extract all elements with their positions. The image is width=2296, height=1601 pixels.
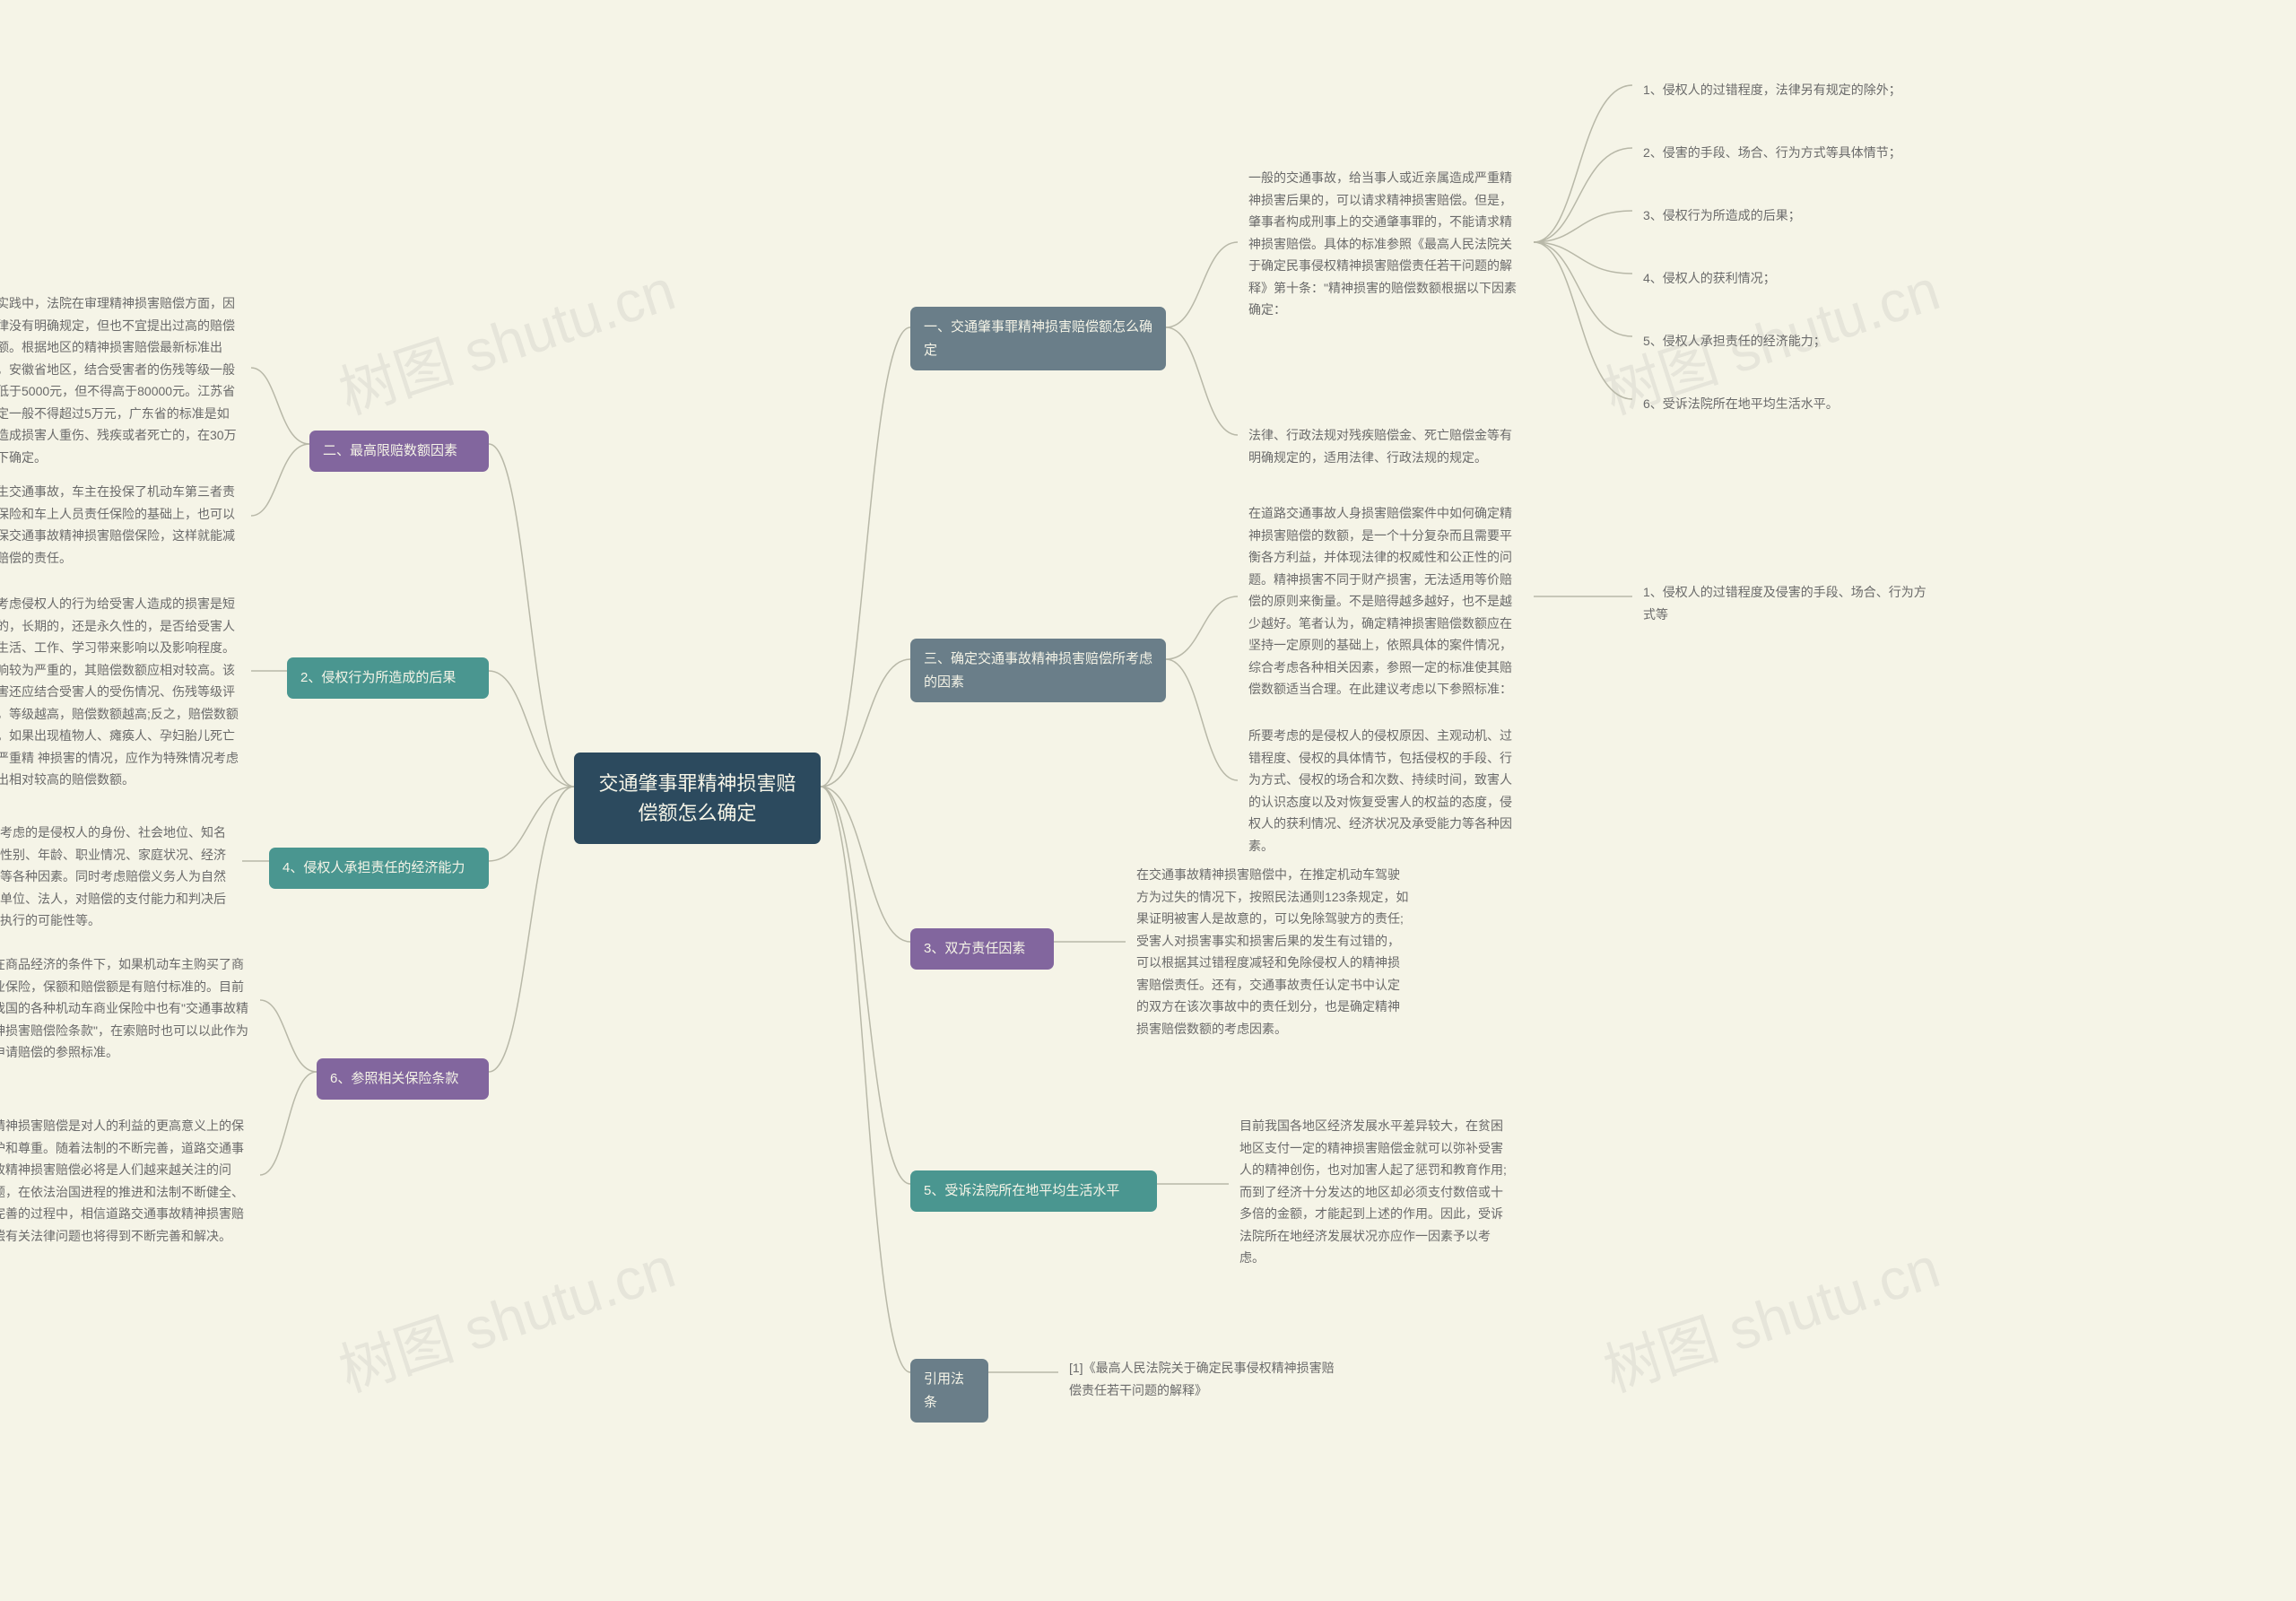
branch-r5: 引用法条 [910, 1359, 988, 1423]
leaf-r2-a: 在道路交通事故人身损害赔偿案件中如何确定精神损害赔偿的数额，是一个十分复杂而且需… [1238, 495, 1534, 708]
leaf-r2-b: 所要考虑的是侵权人的侵权原因、主观动机、过错程度、侵权的具体情节，包括侵权的手段… [1238, 718, 1534, 864]
leaf-l1-b: 发生交通事故，车主在投保了机动车第三者责任保险和车上人员责任保险的基础上，也可以… [0, 474, 251, 576]
leaf-l1-a: 在实践中，法院在审理精神损害赔偿方面，因法律没有明确规定，但也不宜提出过高的赔偿… [0, 285, 251, 475]
leaf-l4-b: 精神损害赔偿是对人的利益的更高意义上的保护和尊重。随着法制的不断完善，道路交通事… [0, 1108, 260, 1254]
leaf-r1-a-1: 1、侵权人的过错程度，法律另有规定的除外； [1632, 72, 1946, 109]
leaf-r1-a-5: 5、侵权人承担责任的经济能力； [1632, 323, 1946, 360]
leaf-l4-a: 在商品经济的条件下，如果机动车主购买了商业保险，保额和赔偿额是有赔付标准的。目前… [0, 946, 260, 1071]
leaf-r1-a-2: 2、侵害的手段、场合、行为方式等具体情节； [1632, 135, 1946, 171]
branch-l3: 4、侵权人承担责任的经济能力 [269, 848, 489, 889]
branch-l2: 2、侵权行为所造成的后果 [287, 657, 489, 699]
branch-l4: 6、参照相关保险条款 [317, 1058, 489, 1100]
leaf-r1-b: 法律、行政法规对残疾赔偿金、死亡赔偿金等有明确规定的，适用法律、行政法规的规定。 [1238, 417, 1534, 475]
root-node: 交通肇事罪精神损害赔偿额怎么确定 [574, 753, 821, 844]
leaf-r3-a: 在交通事故精神损害赔偿中，在推定机动车驾驶方为过失的情况下，按照民法通则123条… [1126, 857, 1422, 1047]
watermark: 树图 shutu.cn [1592, 1222, 1948, 1407]
branch-l1: 二、最高限赔数额因素 [309, 431, 489, 472]
branch-r1: 一、交通肇事罪精神损害赔偿额怎么确定 [910, 307, 1166, 370]
leaf-r1-a-6: 6、受诉法院所在地平均生活水平。 [1632, 386, 1946, 422]
branch-r2: 三、确定交通事故精神损害赔偿所考虑的因素 [910, 639, 1166, 702]
leaf-r2-a-child: 1、侵权人的过错程度及侵害的手段、场合、行为方式等 [1632, 574, 1946, 632]
leaf-r4-a: 目前我国各地区经济发展水平差异较大，在贫困地区支付一定的精神损害赔偿金就可以弥补… [1229, 1108, 1525, 1276]
leaf-r1-a-3: 3、侵权行为所造成的后果； [1632, 197, 1946, 234]
leaf-r1-a: 一般的交通事故，给当事人或近亲属造成严重精神损害后果的，可以请求精神损害赔偿。但… [1238, 160, 1534, 328]
leaf-r5-a: [1]《最高人民法院关于确定民事侵权精神损害赔偿责任若干问题的解释》 [1058, 1350, 1354, 1408]
leaf-l2-a: 应考虑侵权人的行为给受害人造成的损害是短期的，长期的，还是永久性的，是否给受害人… [0, 586, 251, 798]
watermark: 树图 shutu.cn [327, 244, 683, 430]
leaf-l3-a: 所要考虑的是侵权人的身份、社会地位、知名度、性别、年龄、职业情况、家庭状况、经济… [0, 814, 242, 939]
leaf-r1-a-4: 4、侵权人的获利情况； [1632, 260, 1946, 297]
branch-r3: 3、双方责任因素 [910, 928, 1054, 970]
watermark: 树图 shutu.cn [327, 1222, 683, 1407]
branch-r4: 5、受诉法院所在地平均生活水平 [910, 1170, 1157, 1212]
